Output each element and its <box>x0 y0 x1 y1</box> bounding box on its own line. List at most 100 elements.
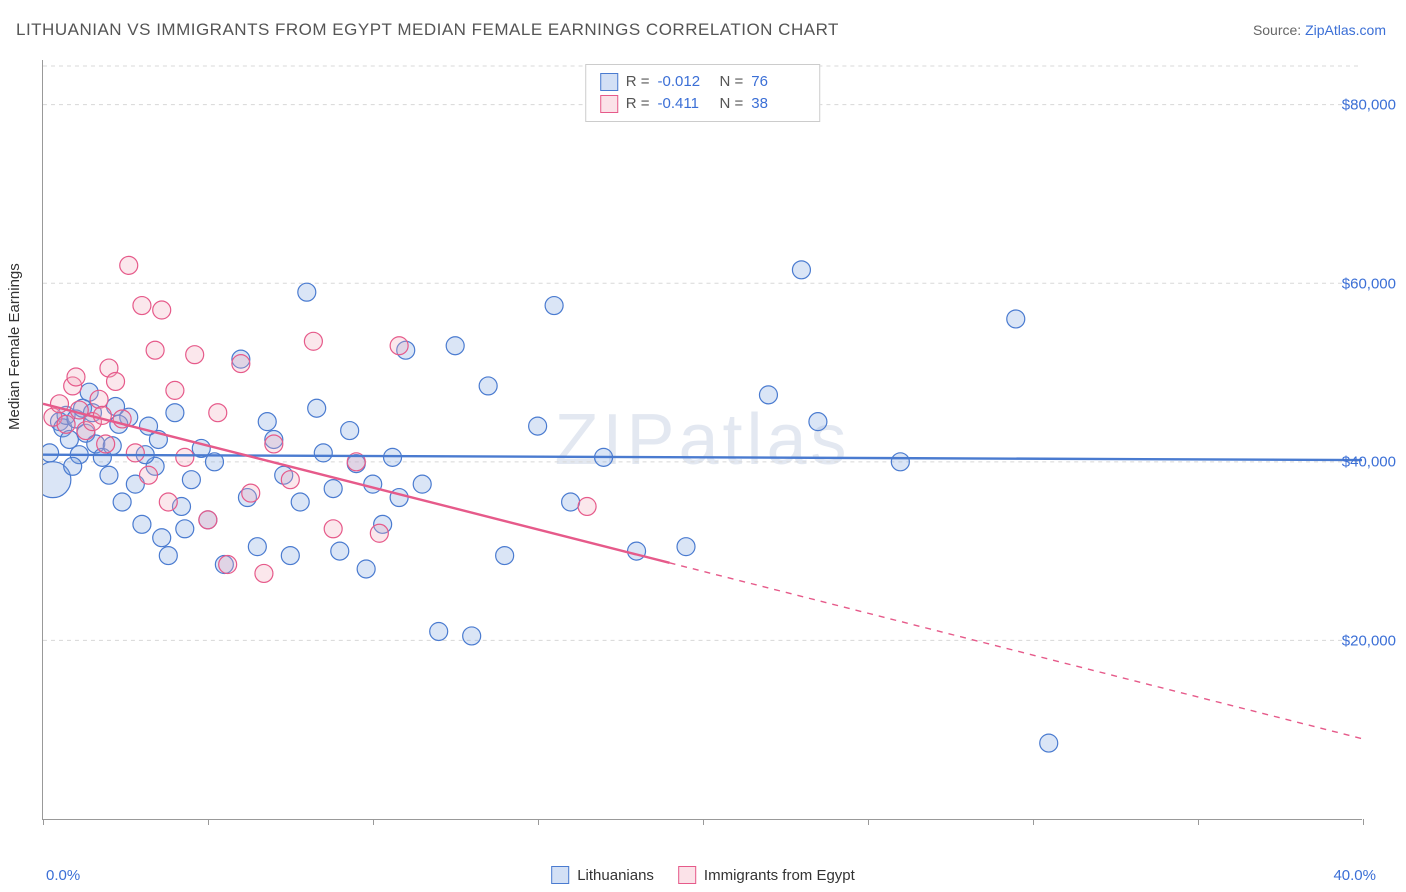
data-point[interactable] <box>298 283 316 301</box>
data-point[interactable] <box>113 493 131 511</box>
data-point[interactable] <box>759 386 777 404</box>
y-tick-label: $80,000 <box>1342 96 1396 113</box>
x-tick <box>1033 819 1034 825</box>
data-point[interactable] <box>370 524 388 542</box>
data-point[interactable] <box>578 497 596 515</box>
data-point[interactable] <box>265 435 283 453</box>
data-point[interactable] <box>153 529 171 547</box>
data-point[interactable] <box>1007 310 1025 328</box>
data-point[interactable] <box>182 471 200 489</box>
data-point[interactable] <box>176 448 194 466</box>
legend-label-2: Immigrants from Egypt <box>704 867 855 884</box>
stats-row-series-1: R = -0.012 N = 76 <box>600 71 806 93</box>
data-point[interactable] <box>232 355 250 373</box>
x-tick <box>1198 819 1199 825</box>
x-tick <box>43 819 44 825</box>
data-point[interactable] <box>496 547 514 565</box>
data-point[interactable] <box>357 560 375 578</box>
chart-title: LITHUANIAN VS IMMIGRANTS FROM EGYPT MEDI… <box>16 20 839 40</box>
data-point[interactable] <box>308 399 326 417</box>
data-point[interactable] <box>430 622 448 640</box>
data-point[interactable] <box>545 297 563 315</box>
data-point[interactable] <box>126 444 144 462</box>
data-point[interactable] <box>562 493 580 511</box>
x-tick <box>208 819 209 825</box>
data-point[interactable] <box>57 415 75 433</box>
swatch-series-2 <box>600 95 618 113</box>
data-point[interactable] <box>384 448 402 466</box>
y-tick-label: $60,000 <box>1342 275 1396 292</box>
data-point[interactable] <box>314 444 332 462</box>
legend-item-1[interactable]: Lithuanians <box>551 866 654 884</box>
x-tick <box>1363 819 1364 825</box>
data-point[interactable] <box>176 520 194 538</box>
n-label-1: N = <box>720 71 744 93</box>
data-point[interactable] <box>166 404 184 422</box>
data-point[interactable] <box>209 404 227 422</box>
data-point[interactable] <box>64 457 82 475</box>
data-point[interactable] <box>146 341 164 359</box>
data-point[interactable] <box>159 493 177 511</box>
data-point[interactable] <box>43 444 59 462</box>
n-value-2: 38 <box>751 93 805 115</box>
data-point[interactable] <box>186 346 204 364</box>
data-point[interactable] <box>413 475 431 493</box>
source-link[interactable]: ZipAtlas.com <box>1305 22 1386 38</box>
data-point[interactable] <box>446 337 464 355</box>
data-point[interactable] <box>304 332 322 350</box>
data-point[interactable] <box>792 261 810 279</box>
data-point[interactable] <box>891 453 909 471</box>
data-point[interactable] <box>390 489 408 507</box>
r-value-1: -0.012 <box>658 71 712 93</box>
y-tick-label: $40,000 <box>1342 454 1396 471</box>
data-point[interactable] <box>100 466 118 484</box>
data-point[interactable] <box>463 627 481 645</box>
data-point[interactable] <box>341 422 359 440</box>
data-point[interactable] <box>242 484 260 502</box>
data-point[interactable] <box>255 564 273 582</box>
swatch-series-1 <box>600 73 618 91</box>
r-label-2: R = <box>626 93 650 115</box>
data-point[interactable] <box>133 515 151 533</box>
n-label-2: N = <box>720 93 744 115</box>
data-point[interactable] <box>1040 734 1058 752</box>
data-point[interactable] <box>291 493 309 511</box>
stats-row-series-2: R = -0.411 N = 38 <box>600 93 806 115</box>
data-point[interactable] <box>809 413 827 431</box>
data-point[interactable] <box>159 547 177 565</box>
x-axis-end-label: 40.0% <box>1333 867 1376 884</box>
data-point[interactable] <box>120 256 138 274</box>
data-point[interactable] <box>529 417 547 435</box>
plot-area: ZIPatlas R = -0.012 N = 76 R = -0.411 N … <box>42 60 1362 820</box>
data-point[interactable] <box>324 520 342 538</box>
data-point[interactable] <box>90 390 108 408</box>
data-point[interactable] <box>364 475 382 493</box>
trend-line <box>43 455 1362 460</box>
source-label: Source: <box>1253 22 1305 38</box>
data-point[interactable] <box>677 538 695 556</box>
data-point[interactable] <box>281 471 299 489</box>
data-point[interactable] <box>97 435 115 453</box>
data-point[interactable] <box>199 511 217 529</box>
data-point[interactable] <box>248 538 266 556</box>
legend-item-2[interactable]: Immigrants from Egypt <box>678 866 855 884</box>
data-point[interactable] <box>107 372 125 390</box>
legend-label-1: Lithuanians <box>577 867 654 884</box>
data-point[interactable] <box>628 542 646 560</box>
data-point[interactable] <box>390 337 408 355</box>
data-point[interactable] <box>219 556 237 574</box>
legend-swatch-1 <box>551 866 569 884</box>
r-value-2: -0.411 <box>658 93 712 115</box>
x-tick <box>703 819 704 825</box>
data-point[interactable] <box>324 480 342 498</box>
data-point[interactable] <box>258 413 276 431</box>
data-point[interactable] <box>140 466 158 484</box>
data-point[interactable] <box>166 381 184 399</box>
series-legend: Lithuanians Immigrants from Egypt <box>551 866 855 884</box>
data-point[interactable] <box>331 542 349 560</box>
data-point[interactable] <box>479 377 497 395</box>
data-point[interactable] <box>281 547 299 565</box>
data-point[interactable] <box>153 301 171 319</box>
data-point[interactable] <box>67 368 85 386</box>
data-point[interactable] <box>133 297 151 315</box>
